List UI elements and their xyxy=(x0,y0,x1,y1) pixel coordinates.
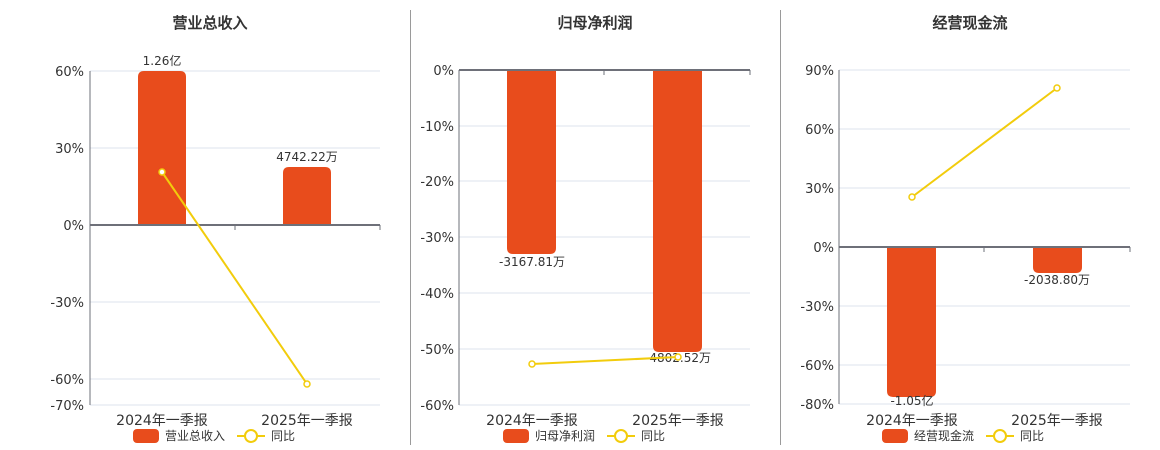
y-tick: 60% xyxy=(55,65,84,80)
legend-bar-swatch[interactable] xyxy=(133,428,159,443)
bar-label: -3167.81万 xyxy=(499,255,565,269)
bar-value-labels: -1.05亿 -2038.80万 xyxy=(890,273,1090,408)
legend-line-label[interactable]: 同比 xyxy=(641,429,666,443)
legend-bar-label[interactable]: 营业总收入 xyxy=(165,429,226,443)
y-tick: -30% xyxy=(420,231,454,246)
chart-title: 经营现金流 xyxy=(932,14,1008,32)
y-tick: -50% xyxy=(420,343,454,358)
yoy-point[interactable] xyxy=(303,380,311,388)
bar-2025[interactable] xyxy=(1033,247,1082,273)
bar-label: -1.05亿 xyxy=(890,393,933,408)
bar-label: -2038.80万 xyxy=(1024,273,1090,287)
gridlines xyxy=(839,69,1130,405)
x-label: 2024年一季报 xyxy=(486,413,578,429)
yoy-point[interactable] xyxy=(528,360,536,368)
yoy-line xyxy=(161,171,308,385)
y-tick: -30% xyxy=(800,300,834,315)
y-tick: -40% xyxy=(420,287,454,302)
y-tick: 60% xyxy=(805,123,834,138)
legend-bar-label[interactable]: 归母净利润 xyxy=(535,429,596,443)
y-tick: 30% xyxy=(805,182,834,197)
y-tick: -30% xyxy=(50,296,84,311)
y-tick: -70% xyxy=(50,399,84,414)
y-tick: -60% xyxy=(50,373,84,388)
y-tick: -20% xyxy=(420,175,454,190)
revenue-chart-plot: 60% 30% 0% -30% -60% -70% 1.26亿 4742.22万… xyxy=(50,53,381,429)
bar-label: 1.26亿 xyxy=(143,53,182,68)
x-label: 2025年一季报 xyxy=(632,413,724,429)
bar-2024[interactable] xyxy=(887,247,936,397)
yoy-point[interactable] xyxy=(908,193,916,201)
bar-2024[interactable] xyxy=(507,70,556,254)
yoy-point[interactable] xyxy=(158,168,166,176)
x-label: 2024年一季报 xyxy=(866,413,958,429)
y-axis-ticks: 0% -10% -20% -30% -40% -50% -60% xyxy=(420,64,454,414)
chart-panel-net-profit: 归母净利润 0% -10% -20% -30% -40% -50% -60% -… xyxy=(420,14,751,444)
legend-line-label[interactable]: 同比 xyxy=(1020,429,1045,443)
chart-title: 归母净利润 xyxy=(557,14,633,32)
y-tick: 0% xyxy=(433,64,454,79)
legend-bar-swatch[interactable] xyxy=(882,428,908,443)
yoy-point[interactable] xyxy=(1053,84,1061,92)
y-tick: 0% xyxy=(813,241,834,256)
bar-2024[interactable] xyxy=(138,71,186,225)
panel-divider xyxy=(780,10,781,445)
chart-title: 营业总收入 xyxy=(172,14,248,32)
y-tick: -60% xyxy=(800,359,834,374)
x-label: 2024年一季报 xyxy=(116,413,208,429)
legend-line-icon[interactable] xyxy=(986,428,1015,443)
x-axis-labels: 2024年一季报 2025年一季报 xyxy=(866,413,1103,429)
y-tick: 0% xyxy=(63,219,84,234)
y-tick: -60% xyxy=(420,399,454,414)
net-profit-chart-plot: 0% -10% -20% -30% -40% -50% -60% -3167.8… xyxy=(420,64,751,429)
x-label: 2025年一季报 xyxy=(261,413,353,429)
legend-bar-swatch[interactable] xyxy=(503,428,529,443)
legend-line-icon[interactable] xyxy=(237,428,266,443)
y-tick: 30% xyxy=(55,142,84,157)
bar-label: 4742.22万 xyxy=(276,150,338,164)
gridlines xyxy=(90,70,380,406)
bar-2025[interactable] xyxy=(283,167,331,225)
legend-line-icon[interactable] xyxy=(607,428,636,443)
x-label: 2025年一季报 xyxy=(1011,413,1103,429)
legend-line-label[interactable]: 同比 xyxy=(271,429,296,443)
y-tick: 90% xyxy=(805,64,834,79)
y-tick: -80% xyxy=(800,398,834,413)
y-axis-ticks: 90% 60% 30% 0% -30% -60% -80% xyxy=(800,64,834,413)
yoy-line xyxy=(531,356,679,365)
x-axis-labels: 2024年一季报 2025年一季报 xyxy=(116,413,353,429)
bar-value-labels: 1.26亿 4742.22万 xyxy=(143,53,338,164)
x-axis-labels: 2024年一季报 2025年一季报 xyxy=(486,413,724,429)
panel-divider xyxy=(410,10,411,445)
bar-2025[interactable] xyxy=(653,70,702,352)
chart-panel-revenue: 营业总收入 60% 30% 0% -30% -60% -70% 1.26亿 47… xyxy=(0,0,410,450)
legend: 归母净利润 同比 xyxy=(503,427,665,444)
yoy-point[interactable] xyxy=(674,353,682,361)
yoy-line xyxy=(911,87,1058,198)
legend: 营业总收入 同比 xyxy=(133,427,295,444)
y-axis-ticks: 60% 30% 0% -30% -60% -70% xyxy=(50,65,84,414)
y-tick: -10% xyxy=(420,120,454,135)
legend-bar-label[interactable]: 经营现金流 xyxy=(914,429,975,443)
legend: 经营现金流 同比 xyxy=(882,427,1044,444)
